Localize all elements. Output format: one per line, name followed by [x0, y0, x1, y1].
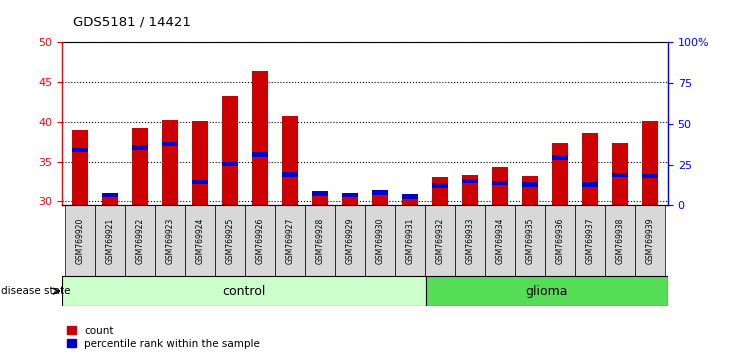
Bar	[222, 97, 238, 205]
Bar	[101, 196, 118, 205]
Bar	[402, 196, 418, 205]
FancyBboxPatch shape	[215, 205, 245, 276]
FancyBboxPatch shape	[185, 205, 215, 276]
FancyBboxPatch shape	[62, 276, 426, 306]
Bar	[522, 182, 538, 187]
Bar	[612, 143, 629, 205]
Bar	[552, 143, 568, 205]
FancyBboxPatch shape	[65, 205, 95, 276]
Text: GSM769925: GSM769925	[226, 217, 234, 264]
FancyBboxPatch shape	[455, 205, 485, 276]
Bar	[372, 195, 388, 205]
Bar	[132, 145, 148, 149]
FancyBboxPatch shape	[305, 205, 335, 276]
FancyBboxPatch shape	[635, 205, 665, 276]
Text: GSM769930: GSM769930	[375, 217, 385, 264]
Bar	[162, 120, 178, 205]
Bar	[492, 181, 508, 185]
FancyBboxPatch shape	[426, 276, 668, 306]
Text: GSM769937: GSM769937	[585, 217, 594, 264]
Bar	[312, 195, 328, 205]
Bar	[252, 152, 268, 157]
Text: GSM769939: GSM769939	[645, 217, 655, 264]
Bar	[522, 176, 538, 205]
Text: GSM769928: GSM769928	[315, 218, 325, 264]
Bar	[162, 142, 178, 146]
Bar	[252, 71, 268, 205]
Text: GSM769920: GSM769920	[75, 217, 85, 264]
Bar	[72, 130, 88, 205]
Bar	[431, 183, 448, 188]
Text: GSM769933: GSM769933	[466, 217, 474, 264]
Bar	[342, 193, 358, 197]
Text: GSM769923: GSM769923	[166, 217, 174, 264]
Text: control: control	[222, 285, 266, 298]
FancyBboxPatch shape	[245, 205, 275, 276]
FancyBboxPatch shape	[485, 205, 515, 276]
Text: GSM769921: GSM769921	[106, 218, 115, 264]
Text: GSM769936: GSM769936	[556, 217, 564, 264]
Text: GSM769927: GSM769927	[285, 217, 294, 264]
Bar	[342, 196, 358, 205]
Text: GSM769938: GSM769938	[615, 217, 624, 264]
Bar	[582, 133, 598, 205]
Bar	[402, 194, 418, 199]
Text: disease state: disease state	[1, 286, 70, 296]
Bar	[642, 121, 658, 205]
Bar	[642, 174, 658, 178]
FancyBboxPatch shape	[545, 205, 575, 276]
Bar	[72, 148, 88, 152]
Bar	[462, 175, 478, 205]
Bar	[582, 182, 598, 187]
Text: GSM769929: GSM769929	[345, 217, 355, 264]
Text: GSM769924: GSM769924	[196, 217, 204, 264]
FancyBboxPatch shape	[395, 205, 425, 276]
FancyBboxPatch shape	[275, 205, 305, 276]
Text: GSM769934: GSM769934	[496, 217, 504, 264]
FancyBboxPatch shape	[155, 205, 185, 276]
Text: GSM769932: GSM769932	[436, 217, 445, 264]
FancyBboxPatch shape	[605, 205, 635, 276]
Text: GSM769926: GSM769926	[255, 217, 264, 264]
Bar	[282, 116, 299, 205]
Bar	[552, 155, 568, 160]
FancyBboxPatch shape	[335, 205, 365, 276]
Text: GSM769922: GSM769922	[136, 218, 145, 264]
FancyBboxPatch shape	[575, 205, 605, 276]
Text: glioma: glioma	[526, 285, 568, 298]
Legend: count, percentile rank within the sample: count, percentile rank within the sample	[67, 326, 260, 349]
Bar	[312, 191, 328, 196]
Bar	[192, 121, 208, 205]
Bar	[101, 193, 118, 197]
Text: GSM769931: GSM769931	[405, 217, 415, 264]
Bar	[462, 178, 478, 183]
Bar	[492, 167, 508, 205]
Bar	[132, 128, 148, 205]
Bar	[192, 180, 208, 184]
Bar	[222, 162, 238, 166]
Text: GSM769935: GSM769935	[526, 217, 534, 264]
Bar	[372, 190, 388, 195]
FancyBboxPatch shape	[515, 205, 545, 276]
Bar	[282, 172, 299, 177]
FancyBboxPatch shape	[95, 205, 125, 276]
Bar	[612, 173, 629, 177]
FancyBboxPatch shape	[425, 205, 455, 276]
FancyBboxPatch shape	[365, 205, 395, 276]
Text: GDS5181 / 14421: GDS5181 / 14421	[73, 15, 191, 28]
Bar	[431, 177, 448, 205]
FancyBboxPatch shape	[125, 205, 155, 276]
